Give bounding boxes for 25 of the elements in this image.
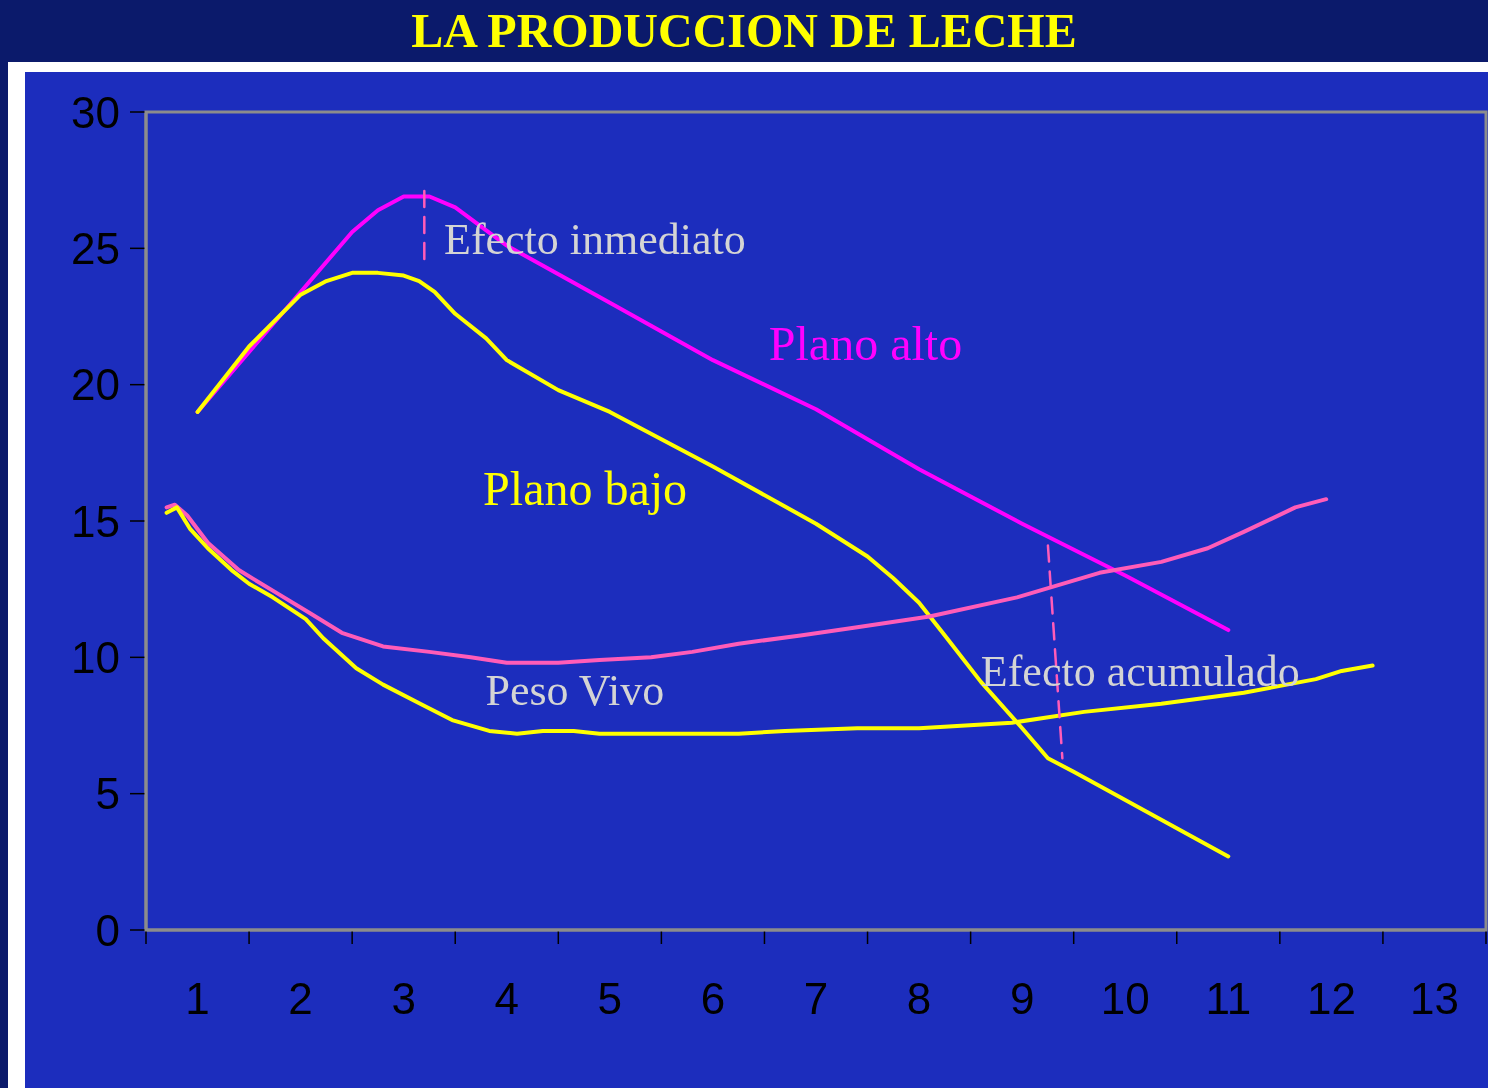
y-tick-label: 25 bbox=[71, 223, 120, 273]
y-tick-label: 5 bbox=[95, 769, 120, 819]
y-tick-label: 20 bbox=[71, 360, 120, 410]
series-label: Plano bajo bbox=[483, 461, 688, 515]
x-tick-label: 5 bbox=[597, 974, 623, 1024]
chart-title: LA PRODUCCION DE LECHE bbox=[411, 3, 1077, 59]
series-label: Plano alto bbox=[768, 316, 963, 370]
y-tick-label: 10 bbox=[71, 632, 120, 682]
x-tick-label: 1 bbox=[185, 974, 210, 1024]
x-tick-label: 10 bbox=[1100, 974, 1150, 1024]
x-tick-label: 4 bbox=[494, 974, 520, 1024]
x-tick-label: 3 bbox=[391, 974, 416, 1024]
x-tick-label: 6 bbox=[700, 974, 726, 1024]
x-tick-label: 9 bbox=[1009, 974, 1035, 1024]
annotation: Peso Vivo bbox=[485, 665, 665, 715]
y-tick-label: 0 bbox=[95, 905, 120, 955]
x-tick-label: 2 bbox=[288, 974, 313, 1024]
x-tick-label: 11 bbox=[1205, 974, 1252, 1024]
x-tick-label: 12 bbox=[1306, 974, 1356, 1024]
x-tick-label: 8 bbox=[906, 974, 932, 1024]
y-tick-label: 30 bbox=[71, 87, 120, 137]
annotation: Efecto acumulado bbox=[980, 646, 1300, 696]
x-tick-label: 7 bbox=[803, 974, 829, 1024]
x-tick-label: 13 bbox=[1409, 974, 1459, 1024]
y-tick-label: 15 bbox=[71, 496, 120, 546]
